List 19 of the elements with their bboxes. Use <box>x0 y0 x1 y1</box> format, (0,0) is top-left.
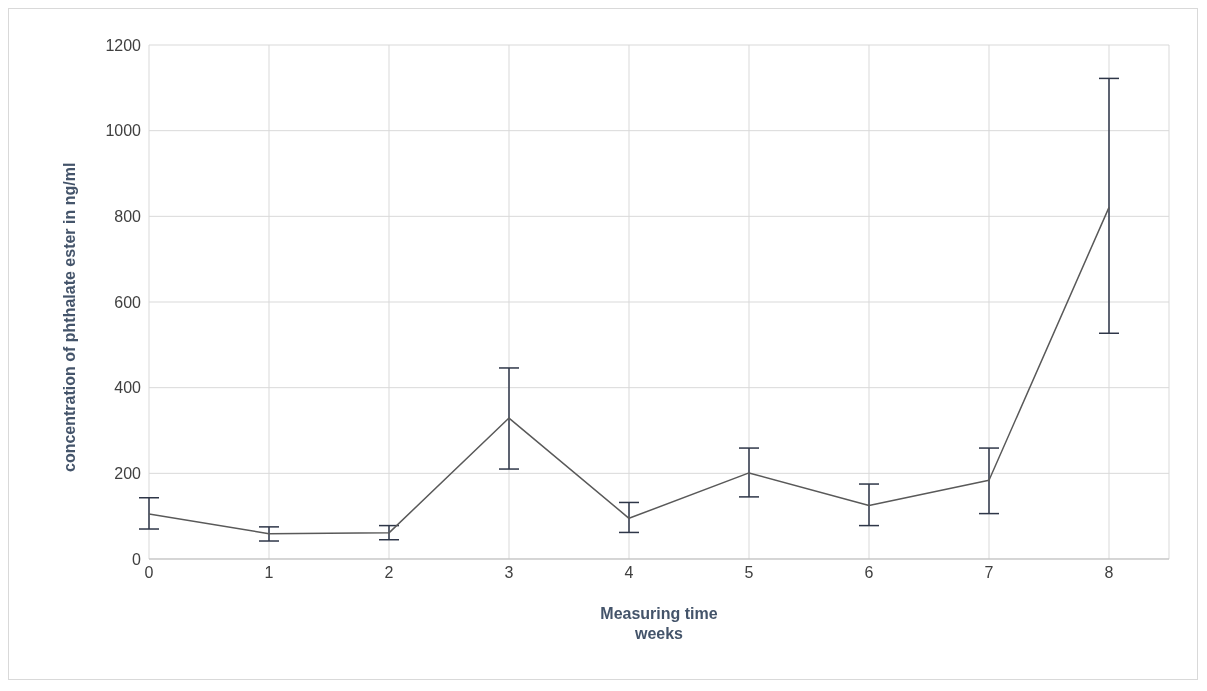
x-tick-label: 4 <box>624 564 634 582</box>
y-tick-label: 1000 <box>105 122 142 140</box>
x-tick-label: 7 <box>984 564 994 582</box>
y-tick-label: 1200 <box>105 36 142 54</box>
x-tick-label: 1 <box>264 564 274 582</box>
y-tick-label: 200 <box>114 465 142 483</box>
y-tick-label: 800 <box>114 208 142 226</box>
x-tick-label: 8 <box>1104 564 1114 582</box>
x-axis-title: Measuring time weeks <box>600 605 718 642</box>
x-tick-label: 2 <box>384 564 394 582</box>
y-tick-label: 600 <box>114 293 142 311</box>
line-series <box>149 206 1110 535</box>
x-tick-label: 3 <box>504 564 514 582</box>
y-tick-label: 0 <box>132 550 142 568</box>
y-axis-title: concentration of phthalate ester in ng/ml <box>60 162 78 472</box>
y-tick-label: 400 <box>114 379 142 397</box>
x-tick-label: 5 <box>744 564 754 582</box>
x-tick-label: 6 <box>864 564 874 582</box>
x-tick-label: 0 <box>144 564 154 582</box>
